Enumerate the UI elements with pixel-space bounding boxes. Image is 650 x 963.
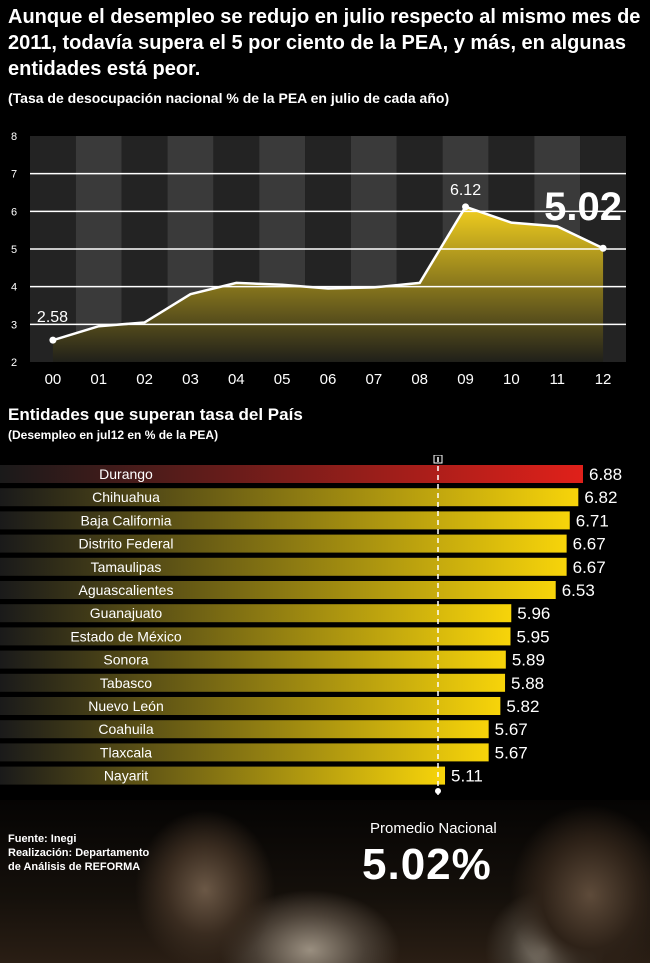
bar [0, 511, 570, 530]
category-label: Tamaulipas [91, 559, 162, 575]
data-point [462, 203, 470, 211]
category-label: Tlaxcala [100, 744, 152, 760]
bar [0, 650, 506, 669]
y-tick-label: 2 [11, 357, 17, 369]
data-point [599, 244, 607, 252]
x-tick-label: 07 [366, 371, 383, 388]
x-tick-label: 08 [411, 371, 428, 388]
value-label: 5.95 [517, 627, 550, 646]
unemployment-line-chart: 2 3 4 5 6 7 8 00 01 02 03 04 05 06 07 08 09 10 11 12 5.02 2.5… [11, 131, 626, 388]
value-label: 2.58 [37, 309, 68, 326]
x-tick-label: 05 [274, 371, 291, 388]
reference-marker [433, 455, 443, 464]
bar [0, 627, 511, 646]
value-label: 6.71 [576, 511, 609, 530]
x-tick-label: 06 [320, 371, 337, 388]
source-line: Fuente: Inegi [8, 833, 77, 845]
x-tick-label: 01 [90, 371, 107, 388]
value-label: 6.53 [562, 581, 595, 600]
bar [0, 697, 501, 715]
bar [0, 673, 506, 692]
x-tick-label: 04 [228, 371, 245, 388]
category-label: Tabasco [100, 675, 152, 691]
line-chart-subtitle: (Tasa de desocupación nacional % de la P… [8, 90, 450, 106]
reference-marker [435, 788, 441, 794]
y-tick-label: 5 [11, 244, 17, 256]
x-tick-label: 09 [457, 371, 474, 388]
category-label: Sonora [103, 652, 148, 668]
value-label: 5.02 [544, 185, 622, 229]
category-label: Baja California [80, 512, 171, 528]
x-tick-label: 12 [595, 371, 612, 388]
bar [0, 488, 579, 507]
x-tick-label: 11 [549, 371, 565, 388]
value-label: 6.82 [584, 488, 617, 507]
value-label: 5.96 [517, 604, 550, 623]
value-label: 6.88 [589, 465, 622, 484]
headline: Aunque el desempleo se redujo en julio r… [8, 6, 641, 80]
category-label: Durango [99, 466, 153, 482]
value-label: 5.11 [451, 767, 483, 786]
category-label: Guanajuato [90, 605, 163, 621]
y-tick-label: 7 [11, 169, 17, 181]
value-label: 5.82 [506, 697, 539, 716]
x-tick-label: 00 [45, 371, 62, 388]
category-label: Nayarit [104, 768, 148, 784]
data-point [49, 336, 57, 344]
value-label: 5.67 [495, 720, 528, 739]
bar-chart-subtitle: (Desempleo en jul12 en % de la PEA) [8, 428, 219, 442]
bar [0, 465, 583, 483]
bar [0, 720, 489, 739]
category-label: Coahuila [98, 721, 153, 737]
y-tick-label: 8 [11, 131, 17, 143]
bar [0, 581, 556, 599]
category-label: Distrito Federal [79, 536, 174, 552]
area-fill [52, 206, 604, 362]
value-label: 6.12 [450, 182, 481, 199]
bar-chart-title: Entidades que superan tasa del País [8, 405, 303, 424]
category-label: Estado de México [70, 628, 181, 644]
x-tick-label: 10 [503, 371, 520, 388]
states-bar-chart: Durango 6.88 Chihuahua 6.82 Baja California 6… [0, 455, 622, 795]
bar [0, 743, 489, 762]
bar [0, 766, 446, 785]
value-label: 6.67 [573, 558, 606, 577]
bar [0, 557, 567, 576]
series-line [52, 205, 604, 342]
average-value: 5.02% [362, 840, 492, 889]
value-label: 6.67 [573, 535, 606, 554]
y-tick-label: 3 [11, 319, 17, 331]
source-line: de Análisis de REFORMA [8, 861, 141, 873]
source-credits: Fuente: Inegi Realización: Departamento … [8, 832, 149, 874]
category-label: Chihuahua [92, 489, 160, 505]
bar [0, 534, 567, 553]
x-tick-label: 03 [182, 371, 199, 388]
y-tick-label: 4 [11, 282, 17, 294]
category-label: Nuevo León [88, 698, 164, 714]
value-label: 5.88 [511, 674, 544, 693]
value-label: 5.89 [512, 651, 545, 670]
value-label: 5.67 [495, 743, 528, 762]
bar [0, 604, 512, 623]
y-tick-label: 6 [11, 206, 17, 218]
source-line: Realización: Departamento [8, 847, 150, 859]
average-label: Promedio Nacional [370, 820, 497, 837]
background-photo [0, 800, 650, 963]
category-label: Aguascalientes [79, 582, 174, 598]
x-tick-label: 02 [136, 371, 153, 388]
